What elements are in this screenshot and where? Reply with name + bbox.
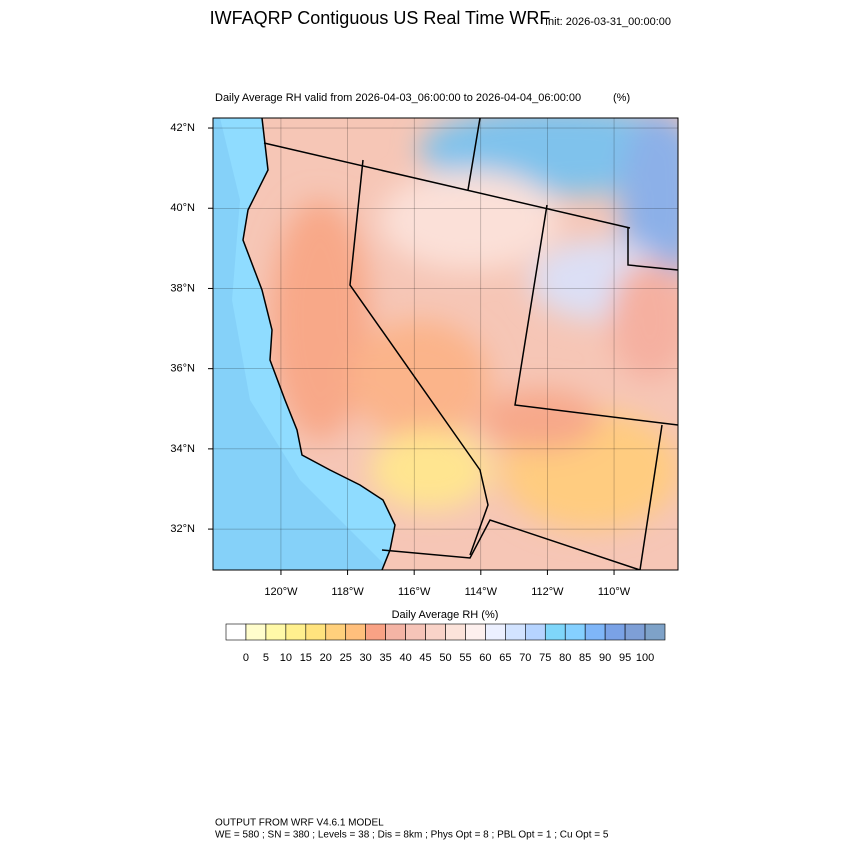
- x-tick-label: 120°W: [264, 586, 298, 598]
- y-tick-label: 36°N: [170, 363, 195, 375]
- colorbar-label: 40: [399, 652, 411, 664]
- colorbar-label: 75: [539, 652, 551, 664]
- colorbar-box: [544, 623, 566, 641]
- land: [243, 118, 678, 570]
- colorbar-label: 85: [579, 652, 591, 664]
- x-tick-label: 114°W: [465, 586, 498, 598]
- colorbar-label: 60: [479, 652, 491, 664]
- colorbar-box: [445, 623, 466, 641]
- footer-line: WE = 580 ; SN = 380 ; Levels = 38 ; Dis …: [215, 830, 609, 841]
- map: [213, 118, 678, 570]
- colorbar-box: [485, 623, 506, 641]
- x-tick-label: 110°W: [598, 586, 631, 598]
- colorbar-box: [385, 623, 406, 641]
- colorbar-label: 65: [499, 652, 511, 664]
- colorbar-label: 90: [599, 652, 611, 664]
- x-tick-label: 112°W: [531, 586, 564, 598]
- colorbar-label: 25: [340, 652, 352, 664]
- colorbar-box: [465, 623, 486, 641]
- title: IWFAQRP Contiguous US Real Time WRF: [210, 8, 551, 28]
- colorbar-label: 5: [263, 652, 269, 664]
- colorbar-box: [285, 623, 307, 641]
- y-tick-label: 34°N: [170, 443, 195, 455]
- colorbar-label: 100: [636, 652, 654, 664]
- colorbar-box: [245, 623, 267, 641]
- units: (%): [613, 92, 630, 104]
- colorbar-title: Daily Average RH (%): [392, 609, 499, 621]
- colorbar-label: 35: [380, 652, 392, 664]
- colorbar-box: [345, 623, 366, 641]
- colorbar-box: [405, 623, 426, 641]
- colorbar-label: 55: [459, 652, 471, 664]
- y-tick-label: 42°N: [170, 122, 195, 134]
- y-tick-label: 40°N: [170, 202, 195, 214]
- colorbar-box: [584, 623, 606, 641]
- graticule: [213, 118, 678, 570]
- borders: [263, 118, 678, 570]
- y-tick-label: 32°N: [170, 523, 195, 535]
- colorbar-label: 80: [559, 652, 571, 664]
- colorbar-box: [604, 623, 626, 641]
- colorbar-box: [644, 623, 666, 641]
- colorbar: 0 5 10 15 20 25 30 35 40 45 50 55 60 65 70 75 80 85 90 95 10…: [225, 623, 666, 664]
- map-title: Daily Average RH valid from 2026-04-03_0…: [215, 92, 581, 104]
- colorbar-label: 50: [439, 652, 451, 664]
- colorbar-label: 15: [300, 652, 312, 664]
- colorbar-label: 10: [280, 652, 292, 664]
- colorbar-box: [365, 623, 386, 641]
- colorbar-label: 30: [360, 652, 372, 664]
- offshore: [213, 118, 390, 570]
- init-label: Init: 2026-03-31_00:00:00: [545, 16, 671, 28]
- colorbar-box: [325, 623, 347, 641]
- colorbar-box: [305, 623, 327, 641]
- colorbar-label: 95: [619, 652, 631, 664]
- colorbar-box: [425, 623, 446, 641]
- colorbar-box: [525, 623, 546, 641]
- colorbar-box: [265, 623, 287, 641]
- footer-line: OUTPUT FROM WRF V4.6.1 MODEL: [215, 818, 384, 829]
- y-tick-label: 38°N: [170, 282, 195, 294]
- colorbar-box: [564, 623, 586, 641]
- x-tick-label: 116°W: [398, 586, 431, 598]
- colorbar-box: [225, 623, 247, 641]
- colorbar-box: [505, 623, 526, 641]
- axes: 120°W 118°W 116°W 114°W 112°W 110°W 32°N 34°N 36…: [170, 122, 630, 598]
- coastline: [242, 118, 396, 570]
- colorbar-box: [624, 623, 646, 641]
- plot-frame: [212, 117, 679, 571]
- colorbar-label: 20: [320, 652, 332, 664]
- colorbar-label: 45: [419, 652, 431, 664]
- x-tick-label: 118°W: [331, 586, 364, 598]
- colorbar-label: 0: [243, 652, 249, 664]
- colorbar-label: 70: [519, 652, 531, 664]
